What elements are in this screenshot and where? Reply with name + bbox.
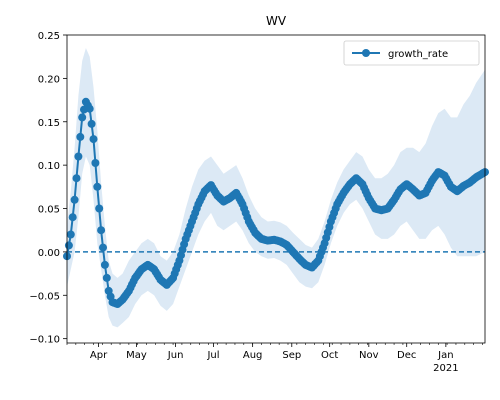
x-tick-label: Sep bbox=[282, 350, 301, 361]
data-point bbox=[76, 132, 85, 141]
y-tick-label: 0.00 bbox=[38, 248, 60, 259]
plot-area bbox=[63, 48, 489, 328]
data-point bbox=[85, 104, 94, 113]
y-tick-label: 0.15 bbox=[38, 118, 60, 129]
y-axis: −0.10 −0.05 0.00 0.05 0.10 0.15 0.20 0.25 bbox=[29, 31, 67, 346]
x-tick-label: Oct bbox=[321, 350, 338, 361]
chart-title: WV bbox=[266, 14, 287, 28]
legend-label: growth_rate bbox=[388, 49, 448, 60]
legend-box bbox=[343, 40, 480, 66]
confidence-band bbox=[67, 48, 485, 328]
data-point bbox=[93, 182, 102, 191]
y-tick-label: 0.05 bbox=[38, 205, 60, 216]
data-point bbox=[64, 241, 73, 250]
data-point bbox=[66, 230, 75, 239]
x-tick-label: Jun bbox=[167, 350, 184, 361]
x-tick-label: Jan bbox=[437, 350, 453, 361]
y-tick-label: 0.20 bbox=[38, 74, 60, 85]
data-point bbox=[78, 113, 87, 122]
y-tick-label: −0.10 bbox=[29, 335, 60, 346]
x-tick-label: Nov bbox=[359, 350, 379, 361]
data-point bbox=[102, 273, 111, 282]
data-point bbox=[68, 213, 77, 222]
data-point bbox=[70, 195, 79, 204]
x-tick-label: May bbox=[126, 350, 147, 361]
x-tick-label: Apr bbox=[90, 350, 108, 361]
x-axis: Apr May Jun Jul Aug Sep Oct Nov Dec Jan 2021 bbox=[66, 343, 483, 374]
series-markers bbox=[63, 97, 489, 308]
legend: growth_rate bbox=[343, 40, 480, 66]
x-tick-year-label: 2021 bbox=[433, 363, 458, 374]
x-tick-label: Aug bbox=[243, 350, 263, 361]
data-point bbox=[97, 226, 106, 235]
legend-marker bbox=[362, 49, 370, 57]
data-point bbox=[99, 243, 107, 252]
data-point bbox=[87, 119, 96, 128]
x-tick-label: Dec bbox=[397, 350, 416, 361]
y-tick-label: 0.25 bbox=[38, 31, 60, 42]
data-point bbox=[74, 152, 83, 161]
data-point bbox=[89, 135, 98, 144]
y-tick-label: 0.10 bbox=[38, 161, 60, 172]
y-tick-label: −0.05 bbox=[29, 291, 60, 302]
plot-frame bbox=[66, 34, 486, 344]
data-point bbox=[72, 174, 81, 183]
x-tick-label: Jul bbox=[206, 350, 219, 361]
data-point bbox=[100, 260, 109, 269]
data-point bbox=[91, 159, 100, 167]
data-point bbox=[95, 204, 104, 213]
